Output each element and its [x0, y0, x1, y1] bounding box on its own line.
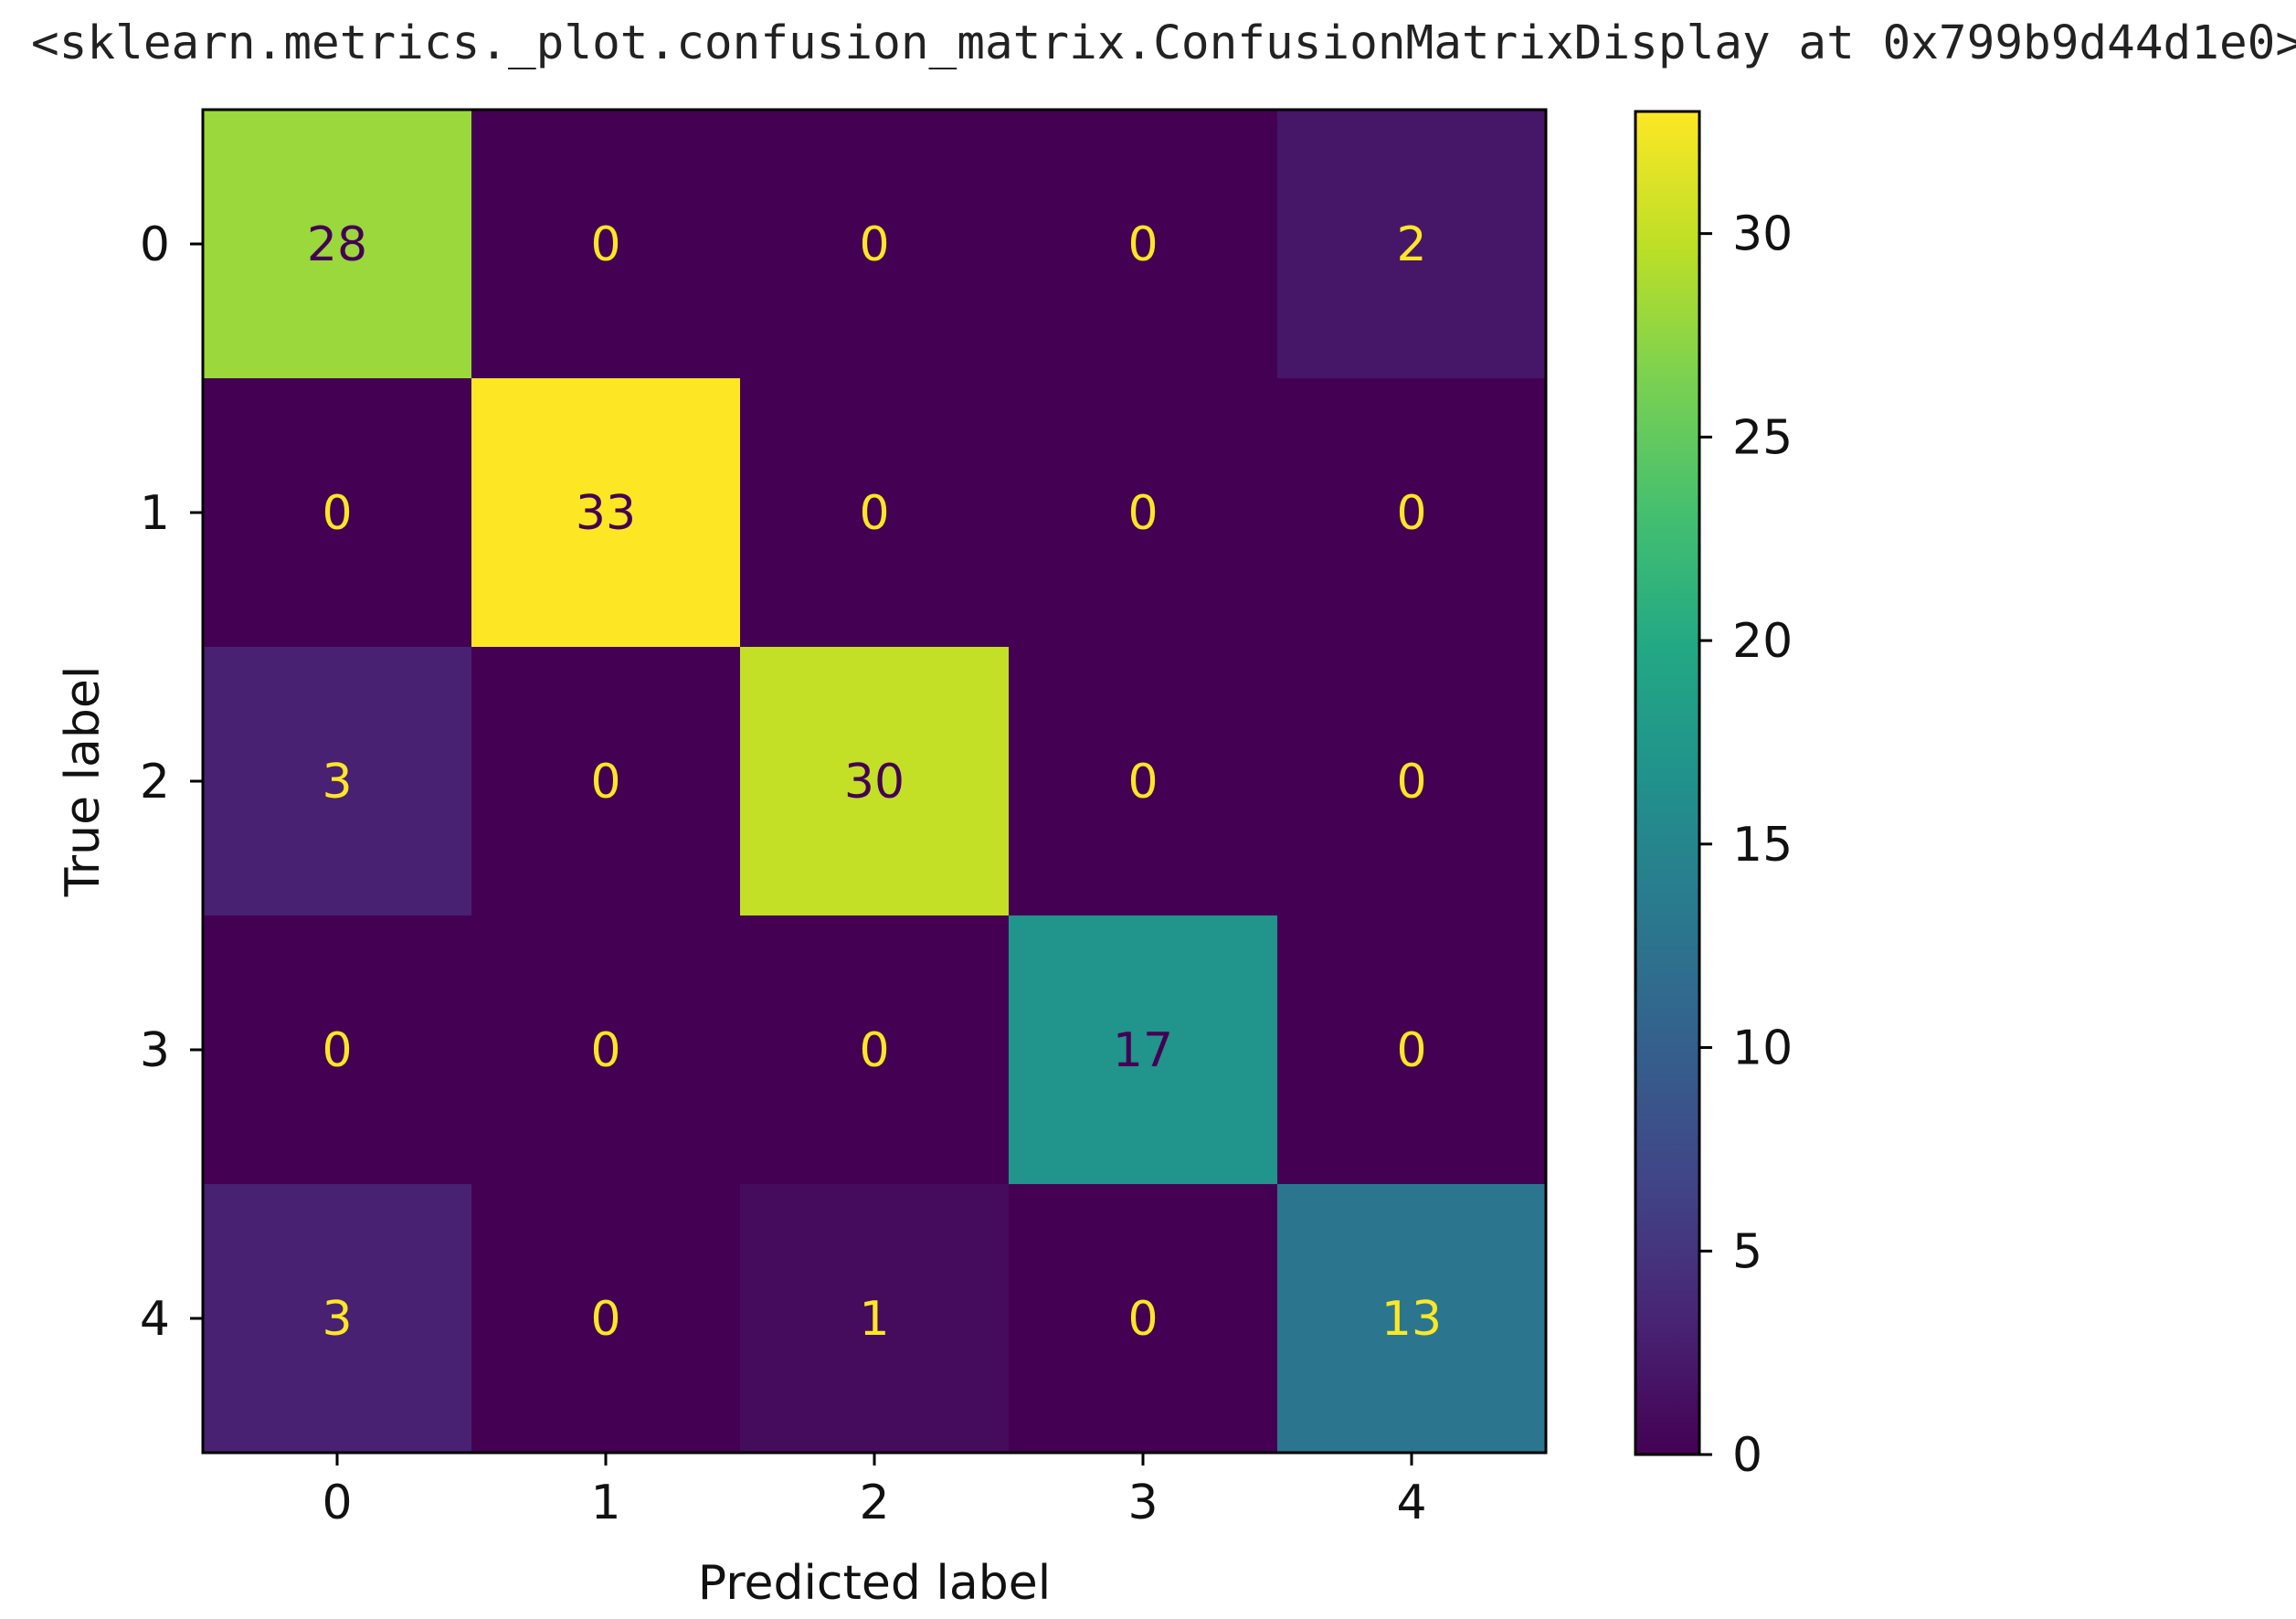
cell-1-1 [471, 378, 741, 648]
cell-value-3-0: 0 [322, 1023, 352, 1078]
colorbar-tick-label-4: 20 [1732, 614, 1793, 669]
cell-3-2 [740, 915, 1010, 1185]
cell-value-4-1: 0 [590, 1292, 620, 1347]
cell-value-0-1: 0 [590, 217, 620, 272]
x-tick-label-3: 3 [1127, 1476, 1158, 1530]
y-axis-title: True label [56, 666, 111, 898]
x-tick-label-4: 4 [1396, 1476, 1426, 1530]
cell-3-3 [1009, 915, 1278, 1185]
colorbar-tick-label-0: 0 [1732, 1428, 1762, 1483]
cell-value-0-0: 28 [307, 217, 367, 272]
cell-value-4-3: 0 [1127, 1292, 1158, 1347]
cell-value-3-2: 0 [859, 1023, 889, 1078]
cell-2-4 [1277, 647, 1547, 916]
cell-3-4 [1277, 915, 1547, 1185]
colorbar [1635, 111, 1699, 1455]
y-tick-label-0: 0 [140, 217, 170, 272]
cell-value-4-4: 13 [1381, 1292, 1442, 1347]
y-tick-label-2: 2 [140, 755, 170, 810]
cell-value-1-2: 0 [859, 486, 889, 541]
cell-value-3-3: 17 [1113, 1023, 1173, 1078]
cell-value-2-1: 0 [590, 755, 620, 810]
cell-value-0-3: 0 [1127, 217, 1158, 272]
cell-value-1-4: 0 [1396, 486, 1426, 541]
cell-3-0 [203, 915, 472, 1185]
cell-value-1-0: 0 [322, 486, 352, 541]
colorbar-tick-label-2: 10 [1732, 1021, 1793, 1076]
cell-value-4-2: 1 [859, 1292, 889, 1347]
cell-value-3-4: 0 [1396, 1023, 1426, 1078]
cell-0-1 [471, 110, 741, 379]
cell-4-4 [1277, 1184, 1547, 1454]
output-repr-text: <sklearn.metrics._plot.confusion_matrix.… [31, 16, 2296, 70]
cell-4-3 [1009, 1184, 1278, 1454]
cell-4-1 [471, 1184, 741, 1454]
cell-3-1 [471, 915, 741, 1185]
cell-4-0 [203, 1184, 472, 1454]
colorbar-tick-label-6: 30 [1732, 207, 1793, 262]
cell-value-4-0: 3 [322, 1292, 352, 1347]
x-axis-ticks: 0 1 2 3 4 [322, 1453, 1427, 1530]
x-axis-title: Predicted label [698, 1556, 1051, 1611]
y-tick-label-4: 4 [140, 1292, 170, 1347]
cell-value-2-0: 3 [322, 755, 352, 810]
y-tick-label-1: 1 [140, 486, 170, 541]
colorbar-frame [1634, 110, 1701, 1456]
cell-0-2 [740, 110, 1010, 379]
cell-1-3 [1009, 378, 1278, 648]
cell-0-3 [1009, 110, 1278, 379]
cell-0-4 [1277, 110, 1547, 379]
cell-2-0 [203, 647, 472, 916]
cell-0-0 [203, 110, 472, 379]
cell-value-2-2: 30 [844, 755, 905, 810]
matrix-cells: 28 0 0 0 20 33 0 0 03 0 30 0 00 0 0 17 03 0 1 0 13 [203, 110, 1547, 1454]
x-tick-label-0: 0 [322, 1476, 352, 1530]
cell-2-3 [1009, 647, 1278, 916]
cell-value-1-1: 33 [576, 486, 636, 541]
colorbar-tick-label-1: 5 [1732, 1224, 1762, 1279]
x-tick-label-1: 1 [590, 1476, 620, 1530]
cell-value-1-3: 0 [1127, 486, 1158, 541]
x-tick-label-2: 2 [859, 1476, 889, 1530]
cell-value-0-4: 2 [1396, 217, 1426, 272]
y-tick-label-3: 3 [140, 1023, 170, 1078]
cell-4-2 [740, 1184, 1010, 1454]
cell-value-0-2: 0 [859, 217, 889, 272]
colorbar-tick-label-3: 15 [1732, 818, 1793, 873]
cell-1-2 [740, 378, 1010, 648]
cell-2-1 [471, 647, 741, 916]
cell-1-0 [203, 378, 472, 648]
cell-2-2 [740, 647, 1010, 916]
cell-value-2-3: 0 [1127, 755, 1158, 810]
cell-value-3-1: 0 [590, 1023, 620, 1078]
y-axis-ticks: 0 1 2 3 4 [140, 217, 203, 1347]
cell-value-2-4: 0 [1396, 755, 1426, 810]
cell-1-4 [1277, 378, 1547, 648]
colorbar-ticks: 0 5 10 15 20 25 30 [1699, 207, 1793, 1483]
colorbar-tick-label-5: 25 [1732, 410, 1793, 465]
